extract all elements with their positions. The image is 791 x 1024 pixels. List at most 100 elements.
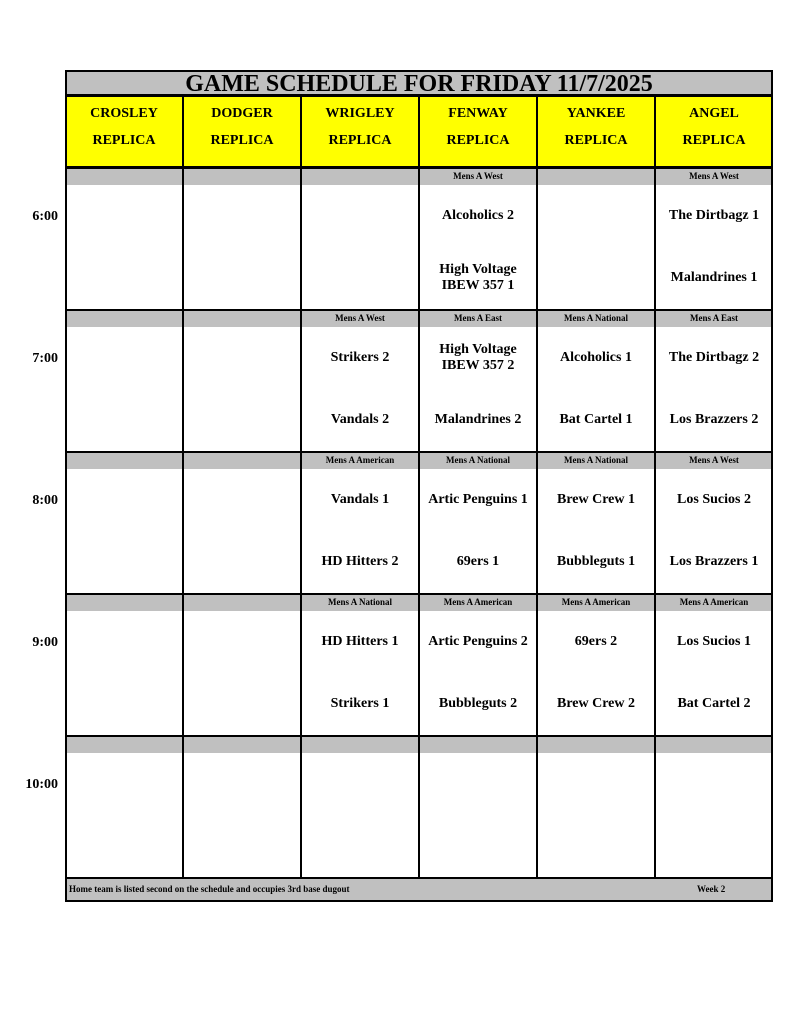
game-cell: Artic Penguins 2 Bubbleguts 2 <box>419 611 537 735</box>
home-team: Brew Crew 2 <box>556 696 636 711</box>
game-cell: Vandals 1 HD Hitters 2 <box>301 469 419 593</box>
game-cell: Alcoholics 1 Bat Cartel 1 <box>537 327 655 451</box>
home-team: Bat Cartel 1 <box>559 412 633 427</box>
game-cell <box>183 611 301 735</box>
home-team: Strikers 1 <box>330 696 390 711</box>
division-label <box>183 167 301 187</box>
game-cell: Brew Crew 1 Bubbleguts 1 <box>537 469 655 593</box>
home-team: High Voltage IBEW 357 1 <box>439 262 517 293</box>
division-label: Mens A East <box>419 309 537 329</box>
away-team: HD Hitters 1 <box>321 634 399 649</box>
time-label: 10:00 <box>25 777 58 792</box>
division-label <box>537 735 655 755</box>
field-name: YANKEE <box>566 106 626 121</box>
game-cell <box>655 753 773 877</box>
field-header: ANGEL REPLICA <box>655 95 773 167</box>
game-cell: Strikers 2 Vandals 2 <box>301 327 419 451</box>
field-name: WRIGLEY <box>325 106 395 121</box>
game-cell: Los Sucios 2 Los Brazzers 1 <box>655 469 773 593</box>
field-header: FENWAY REPLICA <box>419 95 537 167</box>
field-header: WRIGLEY REPLICA <box>301 95 419 167</box>
footer-note: Home team is listed second on the schedu… <box>69 884 350 894</box>
field-name: DODGER <box>211 106 273 121</box>
division-label <box>183 451 301 471</box>
field-name: CROSLEY <box>90 106 158 121</box>
division-label: Mens A National <box>537 309 655 329</box>
division-label: Mens A West <box>655 451 773 471</box>
game-cell <box>65 611 183 735</box>
game-cell: High Voltage IBEW 357 2 Malandrines 2 <box>419 327 537 451</box>
week-label: Week 2 <box>697 884 726 894</box>
game-cell <box>65 469 183 593</box>
division-label: Mens A West <box>301 309 419 329</box>
division-label <box>183 309 301 329</box>
away-team: The Dirtbagz 1 <box>668 208 760 223</box>
game-cell: The Dirtbagz 1 Malandrines 1 <box>655 185 773 309</box>
field-sub: REPLICA <box>682 133 746 148</box>
division-label: Mens A American <box>537 593 655 613</box>
page-title: GAME SCHEDULE FOR FRIDAY 11/7/2025 <box>65 70 773 96</box>
field-header: CROSLEY REPLICA <box>65 95 183 167</box>
division-label <box>537 167 655 187</box>
field-header: DODGER REPLICA <box>183 95 301 167</box>
field-sub: REPLICA <box>328 133 392 148</box>
away-team: Los Sucios 2 <box>677 492 751 507</box>
away-team: Artic Penguins 1 <box>428 492 528 507</box>
division-label: Mens A American <box>655 593 773 613</box>
division-label: Mens A National <box>537 451 655 471</box>
division-label <box>183 593 301 613</box>
game-cell: 69ers 2 Brew Crew 2 <box>537 611 655 735</box>
division-label: Mens A National <box>419 451 537 471</box>
away-team: Vandals 1 <box>330 492 390 507</box>
division-label: Mens A National <box>301 593 419 613</box>
division-label: Mens A American <box>419 593 537 613</box>
home-team: Los Brazzers 1 <box>669 554 759 569</box>
division-label <box>301 167 419 187</box>
time-label: 6:00 <box>32 209 58 224</box>
away-team: Artic Penguins 2 <box>428 634 528 649</box>
home-team: HD Hitters 2 <box>321 554 399 569</box>
game-cell: HD Hitters 1 Strikers 1 <box>301 611 419 735</box>
game-cell: Alcoholics 2 High Voltage IBEW 357 1 <box>419 185 537 309</box>
game-cell <box>183 185 301 309</box>
game-cell <box>301 185 419 309</box>
division-label: Mens A American <box>301 451 419 471</box>
division-label <box>65 451 183 471</box>
field-name: ANGEL <box>689 106 739 121</box>
home-team: Malandrines 2 <box>434 412 522 427</box>
field-header: YANKEE REPLICA <box>537 95 655 167</box>
division-label <box>301 735 419 755</box>
field-name: FENWAY <box>448 106 508 121</box>
division-label <box>419 735 537 755</box>
division-label <box>65 309 183 329</box>
division-label <box>65 593 183 613</box>
away-team: The Dirtbagz 2 <box>668 350 760 365</box>
away-team: Los Sucios 1 <box>677 634 751 649</box>
division-label <box>183 735 301 755</box>
game-cell <box>65 753 183 877</box>
away-team: High Voltage IBEW 357 2 <box>439 342 517 373</box>
game-cell <box>65 185 183 309</box>
away-team: Strikers 2 <box>330 350 390 365</box>
field-sub: REPLICA <box>210 133 274 148</box>
home-team: Bubbleguts 1 <box>556 554 636 569</box>
home-team: 69ers 1 <box>456 554 500 569</box>
game-cell <box>65 327 183 451</box>
game-cell <box>183 327 301 451</box>
time-label: 9:00 <box>32 635 58 650</box>
division-label <box>65 735 183 755</box>
game-cell <box>537 753 655 877</box>
away-team: 69ers 2 <box>574 634 618 649</box>
away-team: Brew Crew 1 <box>556 492 636 507</box>
time-label: 8:00 <box>32 493 58 508</box>
division-label <box>65 167 183 187</box>
game-cell: Artic Penguins 1 69ers 1 <box>419 469 537 593</box>
home-team: Bat Cartel 2 <box>677 696 751 711</box>
footer-bar: Home team is listed second on the schedu… <box>65 877 773 902</box>
division-label <box>655 735 773 755</box>
division-label: Mens A West <box>655 167 773 187</box>
home-team: Malandrines 1 <box>670 270 758 285</box>
game-cell <box>537 185 655 309</box>
game-cell <box>301 753 419 877</box>
time-label: 7:00 <box>32 351 58 366</box>
